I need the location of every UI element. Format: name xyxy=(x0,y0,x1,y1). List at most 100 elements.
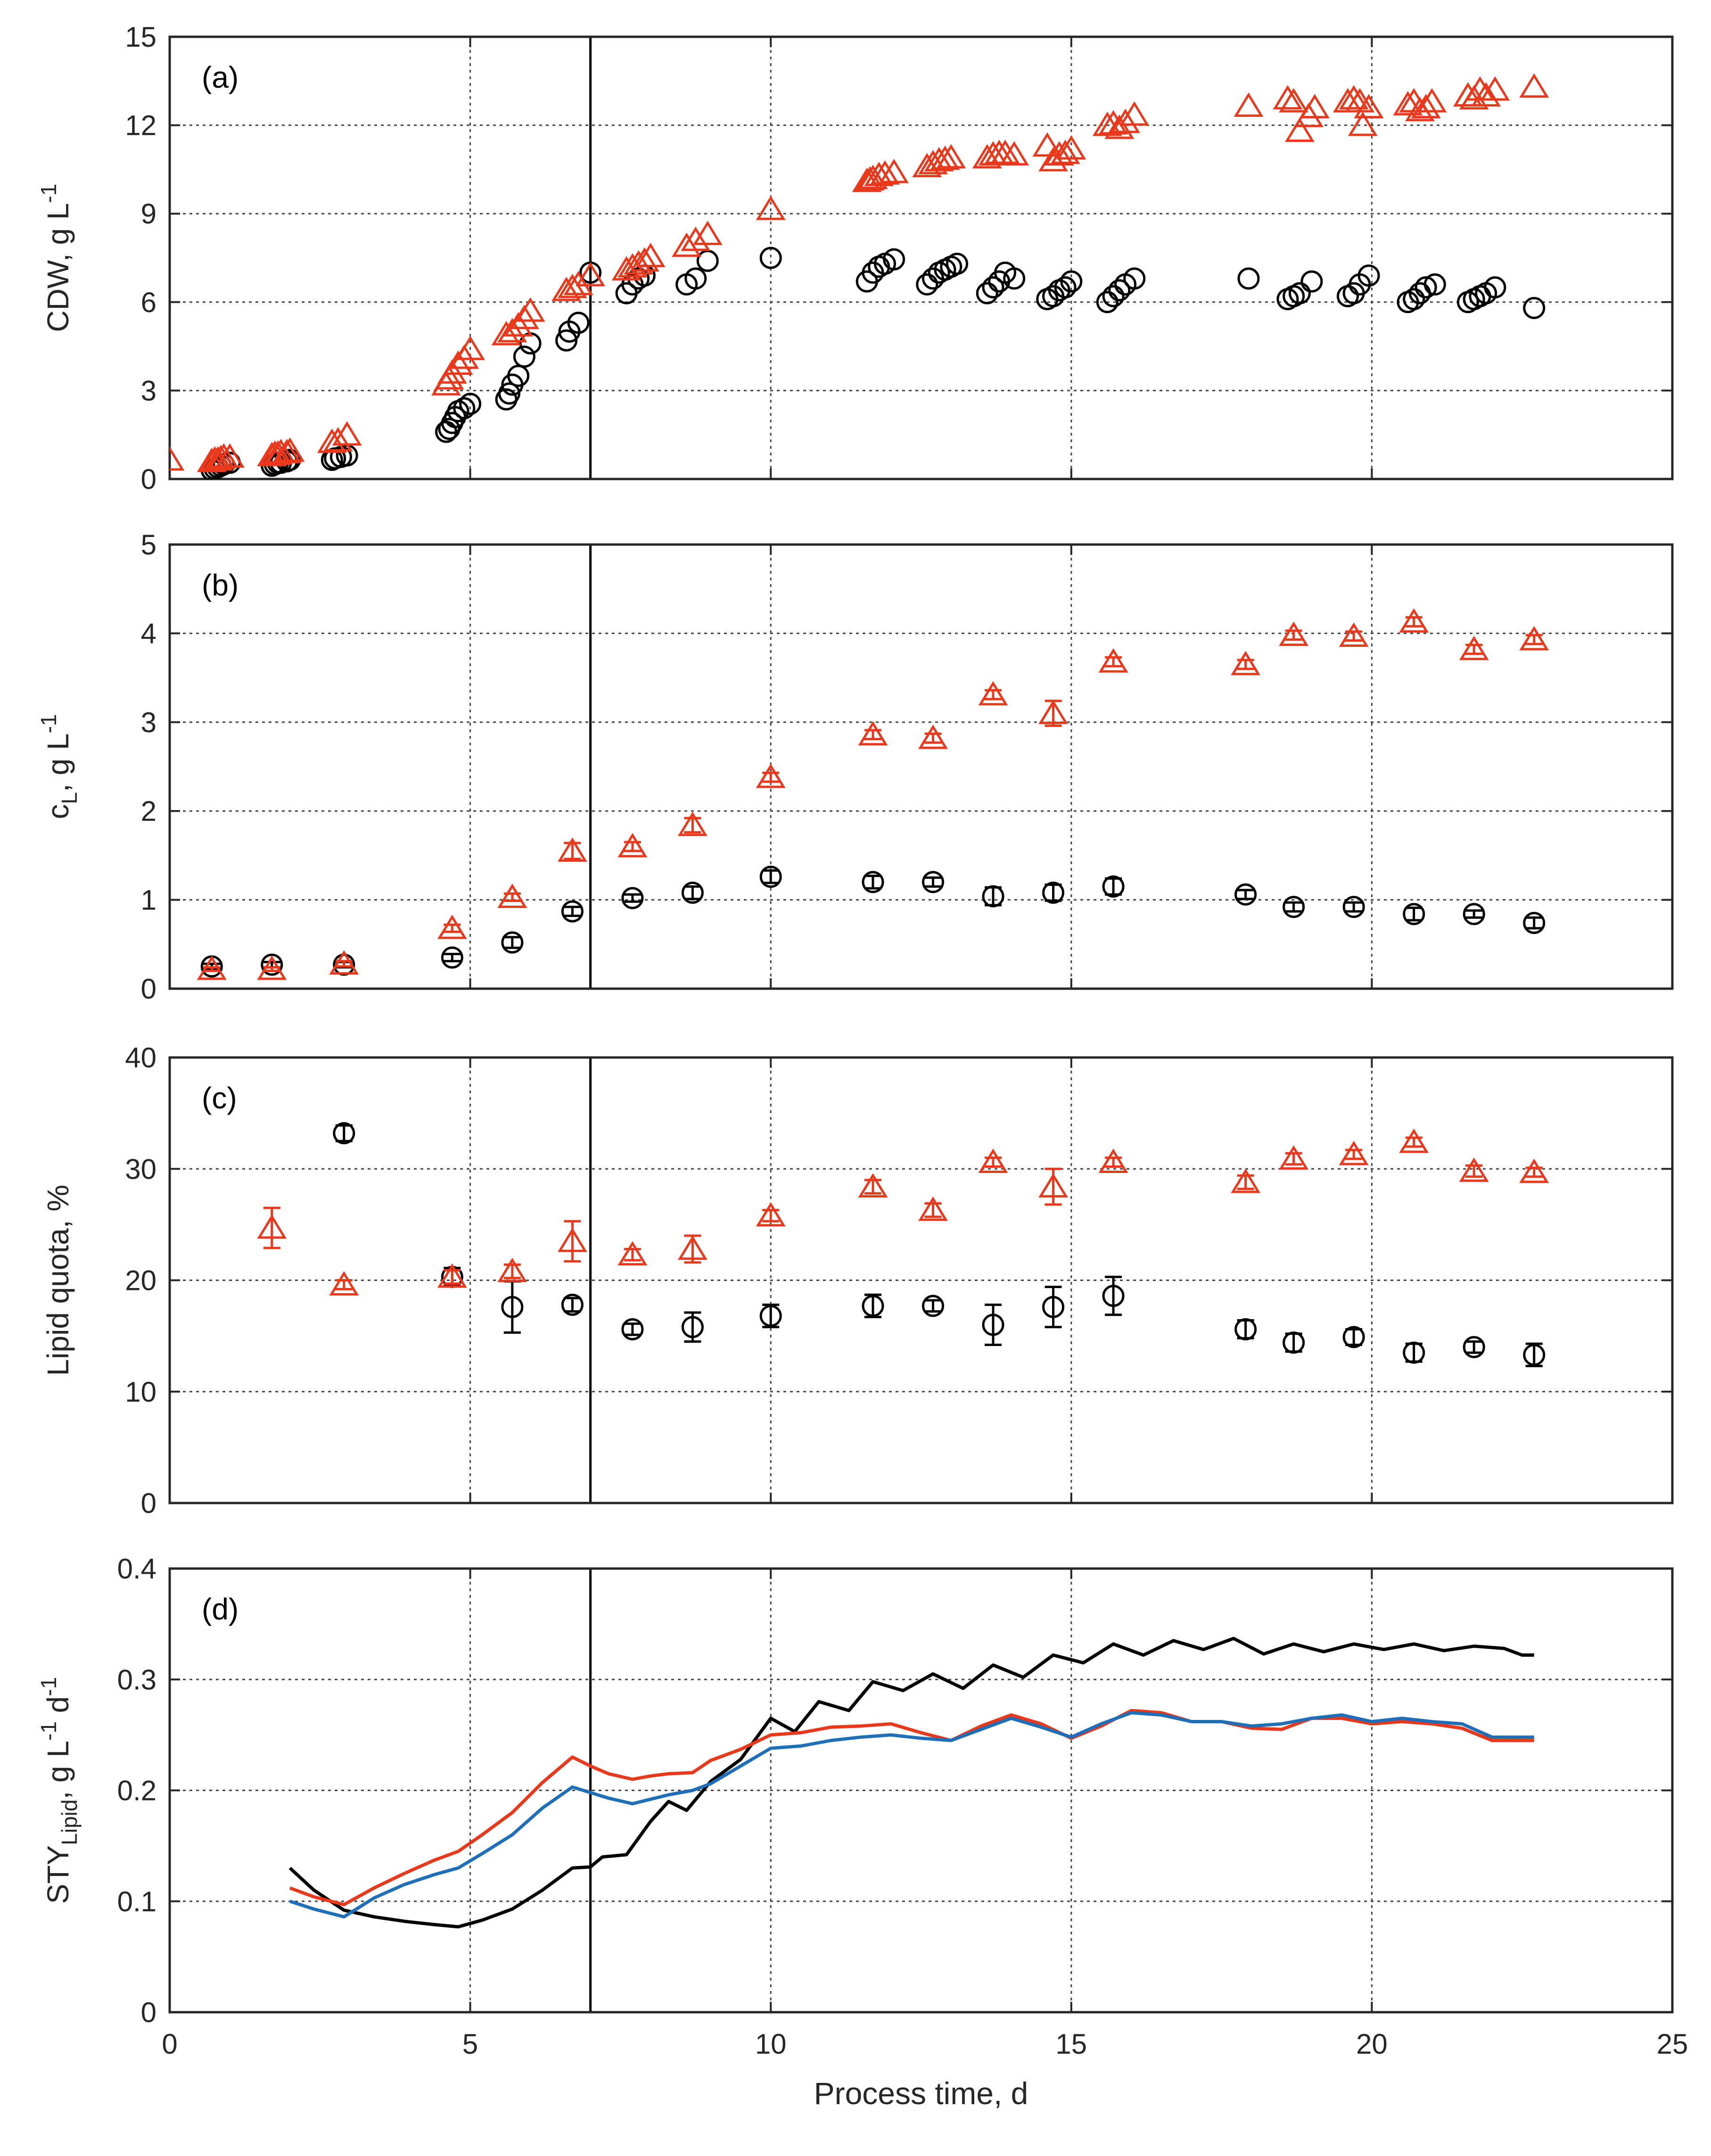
data-point-triangle xyxy=(497,318,527,343)
data-point-circle xyxy=(513,345,535,368)
data-point-circle xyxy=(1108,279,1131,302)
grid xyxy=(170,1569,1672,2012)
x-axis-label: Process time, d xyxy=(814,2076,1028,2111)
data-point-triangle xyxy=(576,262,606,287)
data-point-triangle xyxy=(635,243,666,267)
data-point-triangle xyxy=(272,438,302,463)
data-point-circle xyxy=(498,382,520,405)
data-point-triangle xyxy=(1519,1158,1549,1183)
data-point-triangle xyxy=(491,321,521,346)
y-tick-label: 9 xyxy=(141,198,156,230)
data-point-triangle xyxy=(858,165,888,190)
data-point-circle xyxy=(1102,1285,1125,1307)
data-point-circle xyxy=(1283,1331,1305,1354)
data-point-triangle xyxy=(918,1196,948,1221)
data-point-circle xyxy=(501,931,524,954)
y-axis-label-text: , g L xyxy=(41,733,75,792)
data-point-circle xyxy=(1463,903,1485,925)
data-point-triangle xyxy=(1234,92,1264,117)
data-point-circle xyxy=(555,329,578,352)
data-point-circle xyxy=(567,312,590,334)
data-point-circle xyxy=(862,1295,884,1317)
plot-area xyxy=(288,1636,1534,1929)
y-tick-label: 0.3 xyxy=(117,1664,156,1695)
data-point-triangle xyxy=(1300,94,1330,118)
data-point-triangle xyxy=(930,145,960,170)
data-point-triangle xyxy=(1104,115,1135,139)
y-tick-label: 0.2 xyxy=(117,1775,156,1807)
panel-label: (c) xyxy=(202,1081,237,1115)
data-point-triangle xyxy=(1405,97,1435,122)
data-point-circle xyxy=(922,871,945,893)
data-point-triangle xyxy=(275,437,305,462)
data-point-circle xyxy=(621,1318,644,1340)
data-point-circle xyxy=(1234,1318,1257,1340)
plot-area xyxy=(197,608,1549,980)
data-point-circle xyxy=(1003,267,1026,290)
data-point-triangle xyxy=(858,721,888,746)
data-point-circle xyxy=(561,1293,584,1316)
panel-c: 0 10 20 30 40 (c) Lipid quota, % xyxy=(41,1042,1674,1519)
data-point-circle xyxy=(1484,276,1506,299)
data-point-circle xyxy=(916,273,938,296)
data-point-triangle xyxy=(1399,608,1429,633)
data-point-triangle xyxy=(437,1263,467,1288)
data-point-triangle xyxy=(1231,1168,1261,1193)
data-point-triangle xyxy=(978,1148,1008,1173)
data-point-triangle xyxy=(1032,132,1062,157)
data-point-circle xyxy=(922,1295,945,1317)
data-point-triangle xyxy=(677,811,707,836)
data-point-circle xyxy=(1415,276,1437,299)
data-point-circle xyxy=(862,871,884,893)
data-point-circle xyxy=(1342,896,1365,918)
y-axis-label: cL, g L-1 xyxy=(36,714,82,819)
panel-a: 0 3 6 9 12 15 (a) CDW, g L-1 xyxy=(36,21,1674,495)
data-point-triangle xyxy=(1348,111,1378,136)
panel-label: (a) xyxy=(202,60,239,94)
series-black-circles xyxy=(200,247,1546,479)
data-point-triangle xyxy=(197,955,227,980)
y-axis-label-text: d xyxy=(41,1696,75,1721)
y-tick-label: 0 xyxy=(141,973,156,1005)
data-point-triangle xyxy=(1044,141,1074,166)
x-tick-label: 10 xyxy=(755,2028,787,2060)
data-point-circle xyxy=(1054,276,1077,299)
data-point-circle xyxy=(1423,273,1446,296)
data-point-circle xyxy=(1234,883,1257,906)
data-point-triangle xyxy=(1111,108,1141,133)
data-point-circle xyxy=(1060,270,1083,293)
y-tick-label: 2 xyxy=(141,795,156,827)
grid xyxy=(170,1057,1672,1503)
axes-frame xyxy=(168,1056,1674,1504)
data-point-circle xyxy=(696,249,719,272)
data-point-triangle xyxy=(756,763,786,788)
data-point-triangle xyxy=(551,276,582,301)
y-axis-label-superscript: -1 xyxy=(36,714,61,733)
axes-frame xyxy=(168,1567,1674,2014)
data-point-triangle xyxy=(1098,110,1128,135)
data-point-triangle xyxy=(515,297,545,322)
data-point-triangle xyxy=(756,196,786,220)
data-point-triangle xyxy=(437,915,467,939)
data-point-triangle xyxy=(1417,88,1447,113)
y-tick-label: 6 xyxy=(141,287,156,318)
data-point-triangle xyxy=(557,837,587,862)
data-point-triangle xyxy=(497,1257,527,1282)
data-point-circle xyxy=(982,276,1004,299)
data-point-triangle xyxy=(1339,1140,1369,1165)
data-point-triangle xyxy=(617,1241,648,1266)
series-black-circles xyxy=(333,1122,1546,1367)
y-tick-label: 3 xyxy=(141,707,156,738)
data-point-triangle xyxy=(332,421,362,446)
data-point-circle xyxy=(1403,1341,1425,1364)
y-axis-label-text: , g L xyxy=(41,1741,75,1800)
data-point-triangle xyxy=(1050,140,1080,164)
data-point-triangle xyxy=(317,429,347,453)
data-point-circle xyxy=(1523,912,1546,934)
data-point-triangle xyxy=(918,724,948,749)
data-point-triangle xyxy=(1339,622,1369,647)
data-point-triangle xyxy=(978,681,1008,706)
data-point-circle xyxy=(982,885,1004,908)
panel-label: (b) xyxy=(202,568,239,602)
panel-b: 0 1 2 3 4 5 (b) cL, g L-1 xyxy=(36,529,1674,1005)
